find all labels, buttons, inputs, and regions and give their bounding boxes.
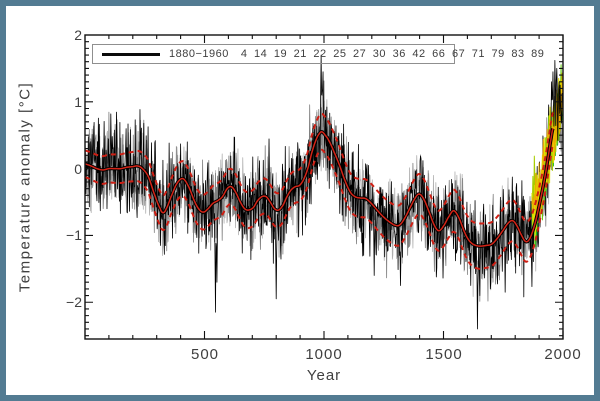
x-tick-label: 2000 bbox=[544, 346, 582, 363]
y-tick-label: 2 bbox=[74, 27, 82, 43]
y-tick-label: −1 bbox=[66, 227, 82, 243]
x-tick-label: 1500 bbox=[425, 346, 463, 363]
y-tick-label: −2 bbox=[66, 294, 82, 310]
x-axis-title: Year bbox=[306, 367, 342, 384]
y-tick-label: 0 bbox=[74, 161, 82, 177]
x-tick-label: 1000 bbox=[305, 346, 343, 363]
y-axis-title: Temperature anomaly [°C] bbox=[16, 81, 34, 293]
legend: 1880−1960 4 14 19 21 22 25 27 30 36 42 6… bbox=[92, 44, 544, 64]
y-tick-label: 1 bbox=[74, 94, 82, 110]
legend-range-label: 1880−1960 bbox=[169, 48, 229, 60]
legend-line-sample bbox=[102, 52, 160, 56]
x-tick-label: 500 bbox=[190, 346, 220, 363]
legend-counts-label: 4 14 19 21 22 25 27 30 36 42 66 67 71 79… bbox=[240, 48, 545, 60]
